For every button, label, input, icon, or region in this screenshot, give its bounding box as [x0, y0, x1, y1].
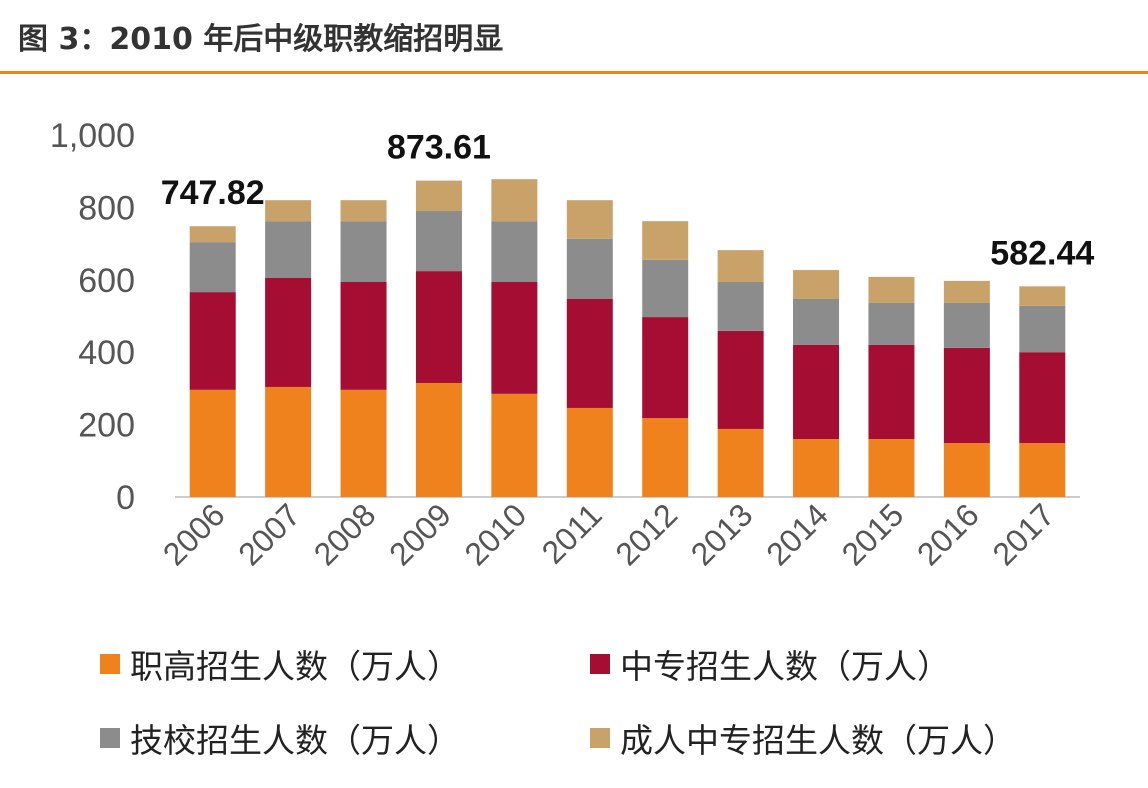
legend-swatch: [100, 728, 120, 748]
x-tick-label: 2010: [458, 496, 534, 572]
bar-segment-2017-0: [1019, 443, 1066, 497]
legend-swatch: [590, 654, 610, 674]
bar-segment-2015-2: [868, 302, 915, 345]
data-label: 747.82: [161, 174, 265, 212]
legend-label: 职高招生人数（万人）: [130, 647, 460, 686]
bar-segment-2010-1: [491, 281, 538, 394]
x-tick-label: 2007: [231, 496, 307, 572]
bar-segment-2006-0: [189, 389, 236, 497]
y-tick-label: 600: [78, 262, 135, 300]
bar-segment-2012-1: [642, 317, 689, 419]
bar-segment-2007-1: [265, 277, 312, 387]
legend-item: 技校招生人数（万人）: [100, 714, 590, 762]
x-tick-label: 2013: [684, 496, 760, 572]
bar-segment-2016-1: [943, 347, 990, 444]
bar-segment-2012-2: [642, 259, 689, 318]
bar-segment-2008-2: [340, 221, 387, 282]
bar-segment-2006-3: [189, 226, 236, 243]
y-tick-label: 1,000: [50, 117, 135, 155]
bar-segment-2006-2: [189, 242, 236, 293]
bar-segment-2013-2: [717, 281, 764, 331]
x-tick-label: 2016: [910, 496, 986, 572]
bar-segment-2014-1: [793, 344, 840, 440]
bar-segment-2011-2: [566, 238, 613, 299]
bar-segment-2009-1: [415, 271, 462, 383]
x-tick-label: 2006: [156, 496, 232, 572]
x-tick-label: 2017: [985, 496, 1061, 572]
bar-segment-2012-0: [642, 418, 689, 497]
bar-segment-2013-1: [717, 330, 764, 429]
legend-swatch: [590, 728, 610, 748]
bar-segment-2015-3: [868, 276, 915, 303]
x-tick-label: 2008: [307, 496, 383, 572]
y-tick-label: 400: [78, 334, 135, 372]
bar-segment-2015-0: [868, 439, 915, 497]
bar-segment-2007-3: [265, 200, 312, 222]
bar-segment-2015-1: [868, 344, 915, 440]
legend-item: 中专招生人数（万人）: [590, 640, 1080, 688]
bar-segment-2016-3: [943, 280, 990, 303]
bar-segment-2014-2: [793, 298, 840, 345]
bar-segment-2007-0: [265, 386, 312, 497]
x-tick-label: 2011: [535, 496, 609, 570]
bar-segment-2014-0: [793, 439, 840, 497]
bar-segment-2008-0: [340, 389, 387, 497]
bar-segment-2011-0: [566, 407, 613, 497]
bar-segment-2006-1: [189, 292, 236, 390]
bar-segment-2013-3: [717, 250, 764, 282]
bar-segment-2014-3: [793, 270, 840, 299]
bar-segment-2008-1: [340, 281, 387, 390]
bar-segment-2010-3: [491, 179, 538, 222]
bar-segment-2009-0: [415, 382, 462, 497]
bar-segment-2013-0: [717, 428, 764, 497]
data-label: 582.44: [990, 234, 1094, 272]
y-tick-label: 0: [116, 479, 135, 517]
bar-segment-2017-3: [1019, 286, 1066, 306]
chart-title: 图 3：2010 年后中级职教缩招明显: [18, 22, 504, 57]
bar-segment-2017-1: [1019, 352, 1066, 444]
y-tick-label: 800: [78, 189, 135, 227]
bar-segment-2012-3: [642, 221, 689, 260]
legend: 职高招生人数（万人） 中专招生人数（万人） 技校招生人数（万人） 成人中专招生人数（万…: [100, 640, 1100, 762]
bar-segment-2009-3: [415, 180, 462, 212]
x-tick-label: 2009: [382, 496, 458, 572]
bar-segment-2007-2: [265, 221, 312, 278]
bar-segment-2016-0: [943, 443, 990, 497]
bar-segment-2016-2: [943, 302, 990, 348]
x-tick-label: 2015: [835, 496, 911, 572]
bar-segment-2017-2: [1019, 305, 1066, 353]
legend-item: 职高招生人数（万人）: [100, 640, 590, 688]
y-tick-label: 200: [78, 407, 135, 445]
bar-segment-2009-2: [415, 211, 462, 272]
bar-segment-2010-0: [491, 393, 538, 497]
title-divider: [0, 71, 1148, 74]
bar-segment-2010-2: [491, 221, 538, 282]
x-tick-label: 2012: [608, 496, 684, 572]
bar-segment-2011-3: [566, 200, 613, 239]
legend-label: 技校招生人数（万人）: [130, 721, 460, 760]
legend-item: 成人中专招生人数（万人）: [590, 714, 1080, 762]
legend-label: 中专招生人数（万人）: [620, 647, 950, 686]
bar-segment-2008-3: [340, 200, 387, 222]
bar-segment-2011-1: [566, 298, 613, 408]
data-label: 873.61: [387, 129, 491, 167]
x-tick-label: 2014: [759, 496, 835, 572]
legend-swatch: [100, 654, 120, 674]
legend-label: 成人中专招生人数（万人）: [620, 721, 1016, 760]
